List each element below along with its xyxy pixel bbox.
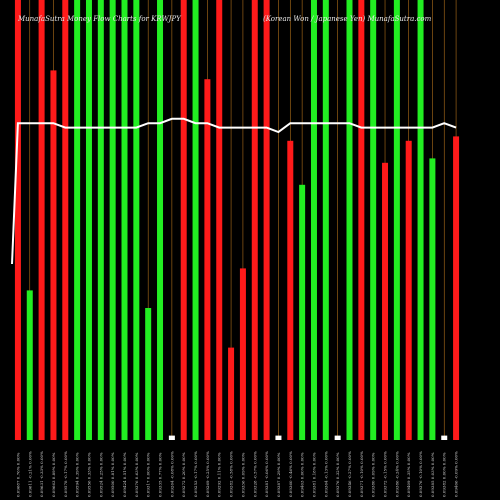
bar-down bbox=[14, 0, 21, 440]
x-tick-label: 0.09376 0.32% 0.00% bbox=[335, 452, 340, 497]
x-tick-label: 0.09372 -0.15% 0.00% bbox=[383, 451, 388, 497]
bar-down bbox=[216, 0, 223, 440]
bar-down bbox=[263, 0, 270, 440]
bar-up bbox=[97, 0, 104, 440]
x-tick-label: 0.09387 0.29% 0.00% bbox=[276, 452, 281, 497]
bar-up bbox=[133, 0, 140, 440]
x-tick-label: 0.09317 0.00% 0.00% bbox=[146, 452, 151, 497]
bar-down bbox=[251, 0, 258, 440]
bar-up bbox=[370, 0, 377, 440]
money-flow-line bbox=[11, 117, 457, 265]
x-tick-label: 0.09253 -0.17% 0.00% bbox=[193, 451, 198, 497]
x-tick-label: 0.09264 -0.08% 0.00% bbox=[169, 451, 174, 497]
bar-up bbox=[74, 0, 81, 440]
x-tick-label: 0.09578 -0.17% 0.00% bbox=[63, 451, 68, 497]
x-tick-label: 0.09382 0.00% 0.00% bbox=[442, 452, 447, 497]
x-tick-label: 0.09371 -0.10% 0.00% bbox=[359, 451, 364, 497]
bar-up bbox=[393, 0, 400, 440]
x-tick-label: 0.09409 0.35% 0.00% bbox=[406, 452, 411, 497]
bar-up bbox=[322, 0, 329, 440]
bar-down bbox=[287, 140, 294, 441]
bar-down bbox=[62, 0, 69, 440]
x-tick-label: 0.09631 -0.33% 0.00% bbox=[39, 451, 44, 497]
x-tick-label: 0.09663 0.89% 0.00% bbox=[51, 452, 56, 497]
bar-up bbox=[109, 0, 116, 440]
bar-down bbox=[204, 79, 211, 440]
bar-layer bbox=[14, 0, 460, 441]
x-tick-label: 0.09269 -0.25% 0.00% bbox=[205, 451, 210, 497]
x-tick-label: 0.09282 -0.58% 0.00% bbox=[229, 451, 234, 497]
chart-title-left: MunafaSutra Money Flow Charts for KRWJPY bbox=[17, 15, 182, 23]
bar-up bbox=[145, 308, 152, 440]
bar-neutral bbox=[168, 435, 175, 440]
x-tick-label: 0.09500 0.81% 0.00% bbox=[110, 452, 115, 497]
bar-down bbox=[228, 347, 235, 440]
x-tick-label: 0.09403 0.00% 0.00% bbox=[300, 452, 305, 497]
tick-layer: 0.09687 0.76% 0.00% 0.09611 -0.21% 0.00% 0… bbox=[15, 451, 458, 497]
bar-down bbox=[239, 268, 246, 440]
x-tick-label: 0.09380 0.09% 0.00% bbox=[371, 452, 376, 497]
bar-up bbox=[346, 0, 353, 440]
bar-down bbox=[453, 136, 460, 440]
x-tick-label: 0.09687 0.76% 0.00% bbox=[15, 452, 20, 497]
bar-up bbox=[121, 0, 128, 440]
x-tick-label: 0.09336 0.09% 0.00% bbox=[240, 452, 245, 497]
bar-up bbox=[192, 0, 199, 440]
x-tick-label: 0.09594 0.39% 0.00% bbox=[75, 452, 80, 497]
x-tick-label: 0.09406 -0.09% 0.00% bbox=[454, 451, 459, 497]
chart-title-right: (Korean Won / Japanese Yen) MunafaSutra.… bbox=[263, 15, 432, 23]
bar-neutral bbox=[275, 435, 282, 440]
x-tick-label: 0.09364 -0.13% 0.00% bbox=[323, 451, 328, 497]
bar-up bbox=[85, 0, 92, 440]
x-tick-label: 0.09335 0.77% 0.00% bbox=[158, 452, 163, 497]
x-tick-label: 0.09424 0.51% 0.00% bbox=[122, 452, 127, 497]
bar-neutral bbox=[334, 435, 341, 440]
bar-down bbox=[180, 0, 187, 440]
bar-down bbox=[50, 70, 57, 441]
x-tick-label: 0.09346 -0.27% 0.00% bbox=[347, 451, 352, 497]
x-tick-label: 0.09272 0.20% 0.00% bbox=[181, 452, 186, 497]
x-tick-label: 0.09611 -0.21% 0.00% bbox=[27, 451, 32, 497]
x-tick-label: 0.09328 -0.57% 0.00% bbox=[252, 451, 257, 497]
x-tick-label: 0.09360 -0.46% 0.00% bbox=[288, 451, 293, 497]
bar-down bbox=[382, 162, 389, 441]
x-tick-label: 0.09292 0.11% 0.00% bbox=[217, 452, 222, 497]
x-tick-label: 0.09376 0.63% 0.00% bbox=[134, 452, 139, 497]
x-tick-label: 0.09381 -0.06% 0.00% bbox=[264, 451, 269, 497]
bar-up bbox=[26, 290, 33, 440]
bar-up bbox=[429, 158, 436, 440]
bar-up bbox=[157, 0, 164, 440]
bar-down bbox=[38, 0, 45, 440]
bar-up bbox=[310, 0, 317, 440]
x-tick-label: 0.09381 0.18% 0.00% bbox=[311, 452, 316, 497]
bar-up bbox=[417, 0, 424, 440]
bar-neutral bbox=[441, 435, 448, 440]
bar-down bbox=[405, 140, 412, 441]
x-tick-label: 0.09524 0.25% 0.00% bbox=[98, 452, 103, 497]
x-tick-label: 0.09376 -0.10% 0.00% bbox=[418, 451, 423, 497]
x-tick-label: 0.09556 0.33% 0.00% bbox=[86, 452, 91, 497]
bar-up bbox=[299, 184, 306, 440]
x-tick-label: 0.09385 0.03% 0.00% bbox=[430, 452, 435, 497]
bar-down bbox=[358, 0, 365, 440]
line-layer bbox=[11, 117, 457, 265]
x-tick-label: 0.09386 -0.24% 0.00% bbox=[394, 451, 399, 497]
